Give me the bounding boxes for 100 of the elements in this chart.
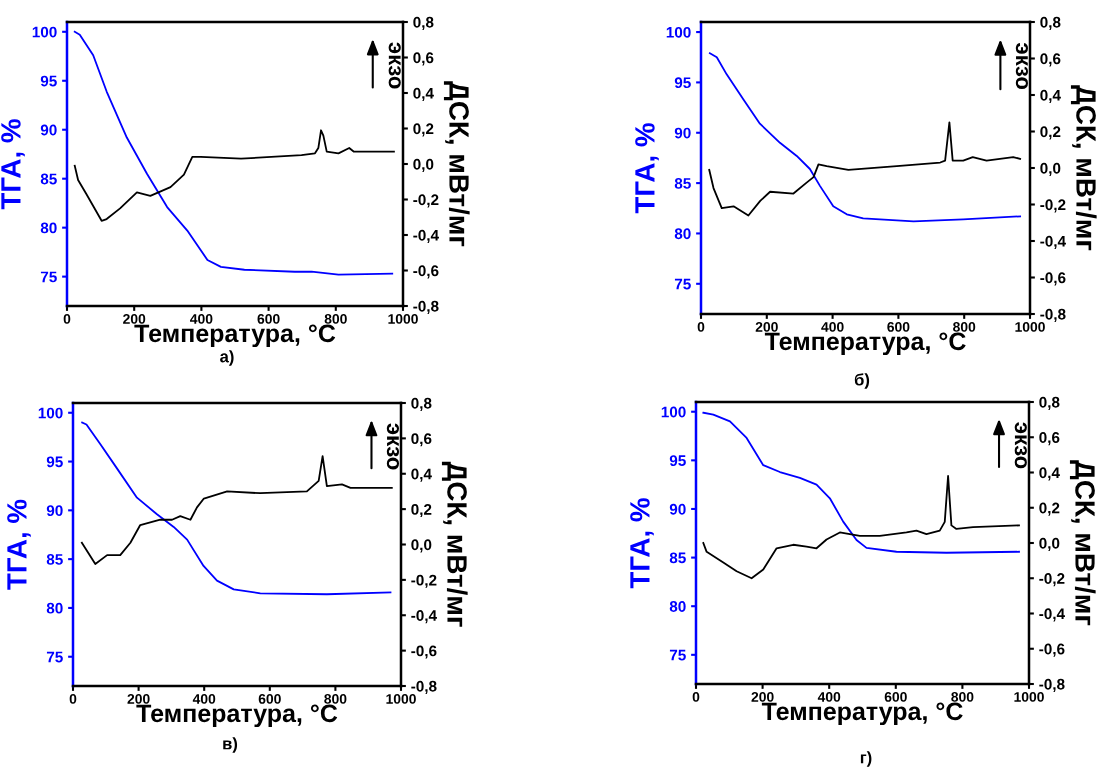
y2-tick-label: -0,2 (411, 574, 437, 588)
y-axis-title: ТГА, % (1, 119, 25, 210)
x-axis-title: Температура, °C (134, 324, 336, 348)
y2-tick-label: -0,2 (413, 194, 439, 208)
y2-tick-label: -0,6 (1039, 643, 1065, 657)
y2-tick-label: -0,8 (411, 680, 437, 694)
y-tick-label: 100 (661, 406, 686, 418)
y2-tick-label: 0,6 (1040, 53, 1061, 67)
x-tick-label: 400 (192, 694, 216, 704)
x-axis-title: Температура, °C (764, 332, 966, 356)
y-tick-label: 80 (40, 222, 57, 234)
y2-tick-label: -0,6 (411, 645, 437, 659)
x-tick-label: 600 (887, 322, 910, 332)
y-tick-label: 100 (32, 26, 57, 38)
text: а) (220, 350, 234, 366)
y2-tick-label: -0,2 (1040, 199, 1066, 213)
y-tick-label: 80 (669, 601, 686, 612)
y2-tick-label: -0,4 (1039, 608, 1065, 622)
line-series (708, 121, 1022, 217)
y2-tick-label: -0,6 (1040, 272, 1066, 286)
y2-tick-label: 0,4 (411, 468, 432, 482)
y-tick-label: 75 (40, 271, 57, 283)
text: б) (854, 373, 870, 389)
y2-axis-title: ДСК, мВт/мг (441, 461, 468, 627)
x-tick-label: 0 (692, 692, 700, 702)
y2-tick-label: 0,2 (413, 123, 434, 137)
x-tick-label: 600 (884, 692, 907, 702)
y-axis-title: ТГА, % (7, 499, 31, 590)
annotation: экзо (388, 42, 401, 89)
x-tick-label: 600 (258, 694, 281, 704)
y-tick-label: 90 (674, 127, 691, 139)
y-tick-label: 75 (669, 649, 686, 661)
y2-tick-label: 0,8 (413, 16, 434, 30)
y2-tick-label: 0,4 (1039, 467, 1060, 481)
y2-tick-label: -0,6 (413, 265, 439, 279)
x-tick-label: 200 (123, 314, 146, 324)
y2-tick-label: 0,0 (1040, 162, 1061, 176)
y2-tick-label: 0,6 (1039, 432, 1060, 446)
x-tick-label: 200 (755, 322, 778, 332)
x-tick-label: 1000 (1015, 322, 1045, 332)
x-tick-label: 400 (821, 322, 844, 332)
y2-tick-label: 0,6 (411, 433, 432, 447)
y2-tick-label: 0,4 (413, 87, 434, 101)
y2-axis-title: ДСК, мВт/мг (1070, 85, 1097, 251)
y-tick-label: 95 (40, 75, 57, 87)
x-tick-label: 800 (951, 692, 974, 702)
y2-tick-label: -0,8 (1039, 678, 1065, 692)
x-tick-label: 0 (69, 694, 77, 704)
y2-tick-label: 0,2 (1040, 126, 1061, 140)
y-tick-label: 90 (46, 505, 63, 517)
y-tick-label: 75 (46, 651, 63, 663)
x-tick-label: 600 (257, 314, 280, 324)
y2-tick-label: 0,6 (413, 52, 434, 66)
y2-tick-label: 0,0 (411, 539, 432, 553)
x-tick-label: 400 (190, 314, 213, 324)
y-tick-label: 85 (669, 552, 686, 564)
y-axis-title: ТГА, % (630, 498, 654, 589)
annotation: экзо (1015, 43, 1028, 90)
text: в) (223, 737, 238, 753)
x-axis-title: Температура, °C (761, 702, 963, 726)
y-tick-label: 100 (666, 26, 691, 38)
x-tick-label: 200 (127, 694, 150, 704)
y-tick-label: 80 (46, 602, 63, 614)
y2-tick-label: 0,2 (1039, 502, 1060, 516)
y-tick-label: 100 (38, 407, 63, 419)
x-tick-label: 800 (324, 694, 347, 704)
x-tick-label: 1000 (1014, 692, 1044, 702)
y2-tick-label: 0,2 (411, 503, 432, 518)
x-tick-label: 800 (953, 322, 976, 332)
y-tick-label: 95 (46, 456, 63, 468)
y2-tick-label: 0,8 (1040, 16, 1061, 30)
y-tick-label: 85 (674, 177, 691, 189)
y2-tick-label: 0,4 (1040, 89, 1061, 103)
x-tick-label: 800 (324, 314, 347, 324)
y-tick-label: 85 (40, 173, 57, 185)
y2-tick-label: -0,4 (411, 610, 437, 624)
y2-tick-label: -0,2 (1039, 573, 1065, 587)
x-axis-title: Температура, °C (136, 704, 338, 728)
line-series (702, 475, 1020, 580)
y2-tick-label: -0,4 (413, 229, 439, 243)
y2-tick-label: 0,0 (1039, 537, 1060, 551)
y2-tick-label: 0,0 (413, 158, 434, 172)
annotation: экзо (1014, 422, 1027, 469)
x-tick-label: 1000 (388, 314, 418, 324)
y-tick-label: 85 (46, 554, 63, 565)
text: г) (860, 751, 872, 767)
y2-axis-title: ДСК, мВт/мг (443, 81, 470, 247)
y-tick-label: 80 (674, 228, 691, 240)
line-series (73, 129, 395, 222)
y-tick-label: 95 (669, 455, 686, 467)
x-tick-label: 1000 (386, 694, 416, 704)
y-tick-label: 75 (674, 278, 691, 290)
x-tick-label: 0 (63, 314, 71, 324)
y-tick-label: 90 (669, 503, 686, 515)
y-tick-label: 95 (674, 77, 691, 89)
y2-tick-label: 0,8 (411, 397, 432, 411)
x-tick-label: 0 (697, 322, 705, 332)
x-tick-label: 200 (751, 692, 774, 702)
y2-axis-title: ДСК, мВт/мг (1069, 460, 1096, 626)
y2-tick-label: -0,8 (413, 300, 439, 314)
